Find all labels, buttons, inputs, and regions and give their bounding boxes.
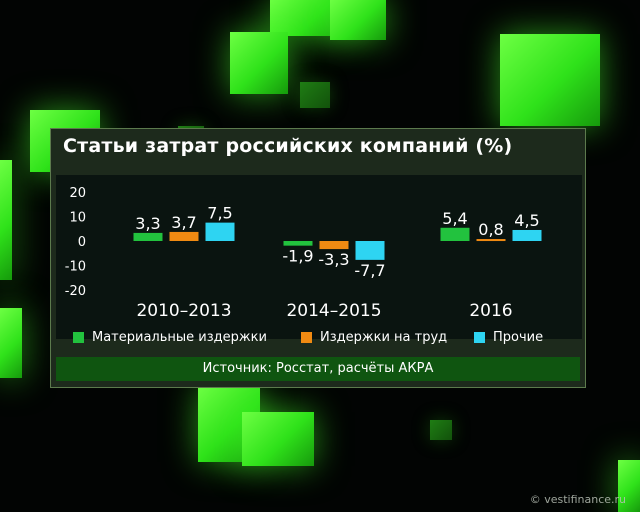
green-cube-decoration — [300, 82, 330, 108]
y-tick-label: 10 — [69, 211, 86, 226]
y-tick-label: 20 — [69, 186, 86, 201]
bar-1-0 — [283, 241, 313, 246]
green-cube-decoration — [0, 308, 22, 378]
chart-area: 20 10 0 -10 -20 3,3 3,7 7,5 2010–2013 -1,9 -3,3 -7,… — [56, 175, 582, 339]
legend-swatch — [73, 331, 84, 343]
data-label: 0,8 — [478, 220, 503, 239]
green-cube-decoration — [618, 460, 640, 512]
green-cube-decoration — [242, 412, 314, 466]
data-label: 4,5 — [514, 211, 539, 230]
data-label: 7,5 — [207, 204, 232, 223]
chart-title: Статьи затрат российских компаний (%) — [63, 135, 513, 157]
y-tick-label: -10 — [65, 260, 86, 275]
category-label: 2014–2015 — [286, 301, 381, 321]
legend-item: Материальные издержки — [73, 327, 267, 347]
data-label: -3,3 — [318, 250, 349, 269]
data-label: 3,3 — [135, 214, 160, 233]
green-cube-decoration — [230, 32, 288, 94]
category-label: 2016 — [469, 301, 512, 321]
legend-label: Материальные издержки — [92, 329, 267, 345]
legend-swatch — [474, 331, 485, 343]
chart-panel: Статьи затрат российских компаний (%) 20… — [50, 128, 586, 388]
bar-1-2 — [355, 241, 385, 260]
green-cube-decoration — [330, 0, 386, 40]
bar-2-0 — [440, 227, 470, 241]
watermark: © vestifinance.ru — [529, 493, 626, 506]
legend-swatch — [301, 331, 312, 343]
legend: Материальные издержки Издержки на труд Про… — [56, 323, 582, 349]
y-tick-label: 0 — [78, 235, 86, 250]
legend-label: Прочие — [493, 329, 544, 345]
data-label: 5,4 — [442, 209, 467, 228]
green-cube-decoration — [430, 420, 452, 440]
legend-label: Издержки на труд — [320, 329, 448, 345]
data-label: 3,7 — [171, 213, 196, 232]
legend-item: Прочие — [474, 327, 543, 347]
green-cube-decoration — [500, 34, 600, 126]
source-caption: Источник: Росстат, расчёты АКРА — [56, 357, 580, 381]
bar-0-0 — [133, 232, 163, 241]
bar-0-2 — [205, 222, 235, 241]
bar-0-1 — [169, 231, 199, 241]
y-tick-label: -20 — [65, 284, 86, 299]
bar-chart: 20 10 0 -10 -20 3,3 3,7 7,5 2010–2013 -1,9 -3,3 -7,… — [65, 186, 542, 321]
data-label: -7,7 — [354, 261, 385, 280]
bar-1-1 — [319, 241, 349, 250]
legend-item: Издержки на труд — [301, 327, 447, 347]
data-label: -1,9 — [282, 247, 313, 266]
green-cube-decoration — [0, 160, 12, 280]
category-label: 2010–2013 — [136, 301, 231, 321]
bar-2-1 — [476, 239, 506, 242]
bar-2-2 — [512, 229, 542, 241]
